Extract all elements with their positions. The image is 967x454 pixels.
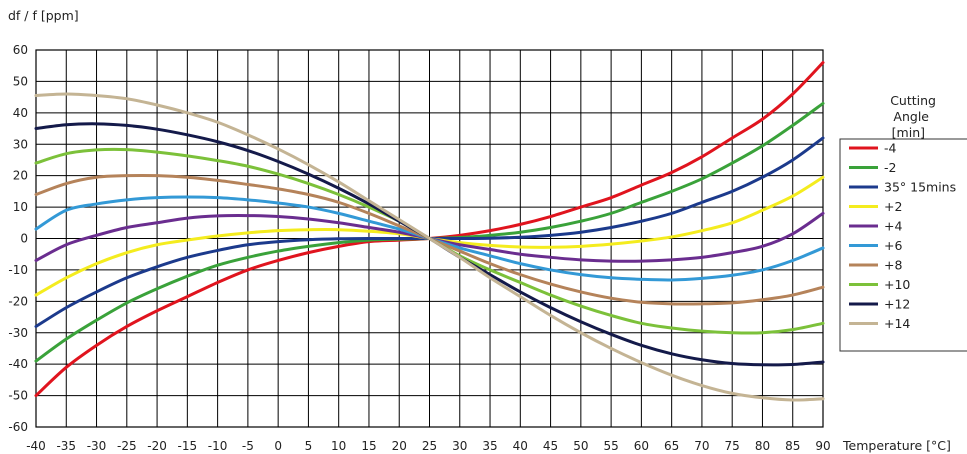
legend-items: -4 -2 35° 15mins +2 +4 +6 +8 +10 +12 +14 — [849, 141, 956, 331]
legend-label: +8 — [884, 258, 902, 273]
legend-label: +6 — [884, 238, 902, 253]
x-tick-label: 0 — [274, 439, 282, 453]
legend-item: +14 — [849, 316, 910, 331]
x-tick-label: -25 — [117, 439, 137, 453]
legend-label: +14 — [884, 316, 910, 331]
plot-frame — [35, 49, 824, 428]
x-tick-label: 70 — [694, 439, 709, 453]
x-tick-label: 55 — [603, 439, 618, 453]
y-tick-label: 30 — [13, 137, 28, 151]
x-tick-label: 90 — [815, 439, 830, 453]
legend-title: Cutting Angle [min] — [890, 93, 936, 140]
y-tick-label: 0 — [20, 232, 28, 246]
x-tick-label: 10 — [331, 439, 346, 453]
x-tick-label: -5 — [242, 439, 254, 453]
legend-label: -4 — [884, 141, 897, 156]
x-tick-label: 15 — [361, 439, 376, 453]
y-tick-label: -10 — [8, 263, 28, 277]
x-tick-label: 35 — [482, 439, 497, 453]
y-tick-label: -50 — [8, 389, 28, 403]
x-tick-label: 50 — [573, 439, 588, 453]
legend-label: +2 — [884, 199, 902, 214]
legend-item: -2 — [849, 160, 896, 175]
legend-item: +6 — [849, 238, 902, 253]
x-tick-label: 40 — [513, 439, 528, 453]
x-tick-label: -35 — [56, 439, 76, 453]
y-tick-label: -20 — [8, 294, 28, 308]
x-tick-label: 85 — [785, 439, 800, 453]
y-tick-label: 60 — [13, 43, 28, 57]
y-tick-label: -40 — [8, 357, 28, 371]
x-tick-label: 5 — [305, 439, 313, 453]
legend-item: +8 — [849, 258, 902, 273]
x-tick-label: -10 — [208, 439, 228, 453]
x-tick-label: 80 — [755, 439, 770, 453]
x-tick-label: 75 — [725, 439, 740, 453]
legend-item: +12 — [849, 297, 910, 312]
legend-item: 35° 15mins — [849, 180, 956, 195]
legend-title-line-1: Cutting — [890, 93, 936, 108]
series-lines — [34, 61, 825, 402]
legend-label: +10 — [884, 277, 910, 292]
x-tick-label: 45 — [543, 439, 558, 453]
y-tick-label: -30 — [8, 326, 28, 340]
x-tick-label: 20 — [392, 439, 407, 453]
legend-label: -2 — [884, 160, 896, 175]
y-tick-label: 40 — [13, 106, 28, 120]
legend-title-line-2: Angle — [893, 109, 929, 124]
x-tick-label: -15 — [178, 439, 198, 453]
legend-item: +10 — [849, 277, 910, 292]
legend-title-line-3: [min] — [892, 125, 925, 140]
x-tick-label: 25 — [422, 439, 437, 453]
x-axis-tick-labels: -40 -35 -30 -25 -20 -15 -10 -5 0 5 10 15 20 25 30 35 40 4… — [26, 439, 830, 453]
x-tick-label: -30 — [87, 439, 107, 453]
y-tick-label: 10 — [13, 200, 28, 214]
y-tick-label: 20 — [13, 169, 28, 183]
x-tick-label: -20 — [147, 439, 167, 453]
legend-item: +2 — [849, 199, 902, 214]
y-tick-label: 50 — [13, 74, 28, 88]
series-line-10 — [34, 92, 825, 402]
legend-item: -4 — [849, 141, 897, 156]
legend-item: +4 — [849, 219, 902, 234]
y-tick-label: -60 — [8, 420, 28, 434]
legend-label: 35° 15mins — [884, 180, 956, 195]
legend: -4 -2 35° 15mins +2 +4 +6 +8 +10 +12 +14 — [839, 138, 967, 352]
x-axis-label: Temperature [°C] — [842, 438, 951, 453]
x-tick-label: 30 — [452, 439, 467, 453]
legend-label: +4 — [884, 219, 902, 234]
x-tick-label: 60 — [634, 439, 649, 453]
x-tick-label: -40 — [26, 439, 46, 453]
y-axis-tick-labels: 60 50 40 30 20 10 0 -10 -20 -30 -40 -50 -60 — [8, 43, 28, 434]
x-tick-label: 65 — [664, 439, 679, 453]
legend-label: +12 — [884, 297, 910, 312]
y-axis-label: df / f [ppm] — [8, 8, 79, 23]
